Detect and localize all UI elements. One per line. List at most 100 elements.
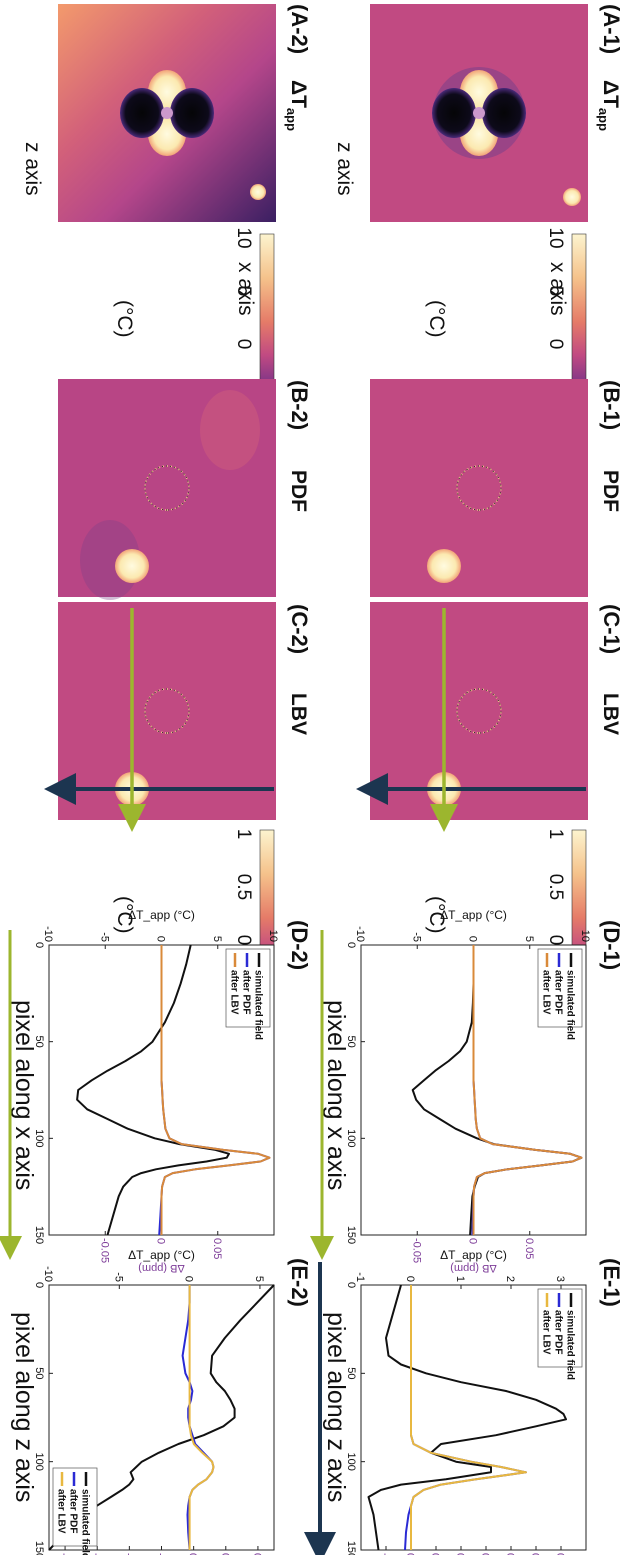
y2-tick-label: 0.02 xyxy=(504,1553,516,1555)
x-tick-label: 50 xyxy=(33,1036,45,1048)
z-axis-label-a2: z axis xyxy=(21,142,44,196)
lbv-title-c2: LBV xyxy=(287,693,310,735)
pixel-z-label-e2: pixel along z axis xyxy=(10,1312,38,1502)
series-line-simulated-field xyxy=(48,1284,275,1551)
series-line-after-LBV xyxy=(188,1285,215,1550)
image-c2 xyxy=(44,602,276,832)
y-axis-label: ΔT_app (°C) xyxy=(128,908,195,922)
panel-label-c1: (C-1) xyxy=(599,604,624,654)
x-axis-label-a2: x axis xyxy=(234,262,257,316)
legend-box xyxy=(537,1288,583,1368)
unit-label-c2: (°C) xyxy=(113,896,136,934)
colorbar-tick-label: 0.5 xyxy=(545,874,566,900)
y-tick-label: 1 xyxy=(454,1276,466,1282)
panel-label-e2: (E-2) xyxy=(287,1258,312,1307)
legend-entry: simulated field xyxy=(253,970,264,1040)
y2-tick-label: 0 xyxy=(404,1553,416,1555)
legend-entry: simulated field xyxy=(80,1489,91,1555)
y2-axis-label: ΔB (ppm) xyxy=(450,1262,496,1274)
y2-tick-label: -0.05 xyxy=(98,1238,110,1263)
colorbar-tick-label: 1 xyxy=(233,829,254,840)
y-tick-label: 5 xyxy=(523,936,535,942)
y-axis-label: ΔT_app (°C) xyxy=(128,1248,195,1262)
image-a2 xyxy=(58,4,276,222)
legend-entry: after LBV xyxy=(229,970,240,1015)
series-line-after-LBV xyxy=(472,945,583,1235)
legend-entry: after LBV xyxy=(541,1310,552,1355)
y-axis-label: ΔT_app (°C) xyxy=(440,1248,507,1262)
pixel-z-label-e1: pixel along z axis xyxy=(322,1312,350,1502)
colorbar-tick-label: 10 xyxy=(233,227,254,248)
y-tick-label: -1 xyxy=(354,1272,366,1282)
panel-label-a2: (A-2) xyxy=(287,4,312,54)
panel-label-c2: (C-2) xyxy=(287,604,312,654)
panel-label-b1: (B-1) xyxy=(599,380,624,430)
colorbar-tick-label: 5 xyxy=(233,286,254,297)
y-tick-label: -10 xyxy=(42,926,54,942)
y2-tick-label: 0 xyxy=(467,1238,479,1244)
y-tick-label: 0 xyxy=(467,936,479,942)
x-tick-label: 0 xyxy=(33,1282,45,1288)
colorbar-tick-label: 0.5 xyxy=(233,874,254,900)
legend-entry: after PDF xyxy=(68,1489,79,1533)
unit-label-a2: (°C) xyxy=(113,300,136,338)
x-tick-label: 100 xyxy=(33,1129,45,1147)
panel-label-d1: (D-1) xyxy=(599,920,624,970)
image-a1 xyxy=(370,4,588,222)
x-tick-label: 150 xyxy=(33,1226,45,1244)
x-tick-label: 50 xyxy=(33,1367,45,1379)
panel-label-d2: (D-2) xyxy=(287,920,312,970)
y-tick-label: -5 xyxy=(112,1272,124,1282)
y2-tick-label: 0.04 xyxy=(251,1553,263,1555)
chart-e1: 0501001503210-10.030.0250.020.0150.010.0… xyxy=(345,1248,587,1555)
legend-entry: after PDF xyxy=(553,1310,564,1354)
y-tick-label: 0 xyxy=(155,936,167,942)
z-axis-label-a1: z axis xyxy=(333,142,356,196)
legend-entry: simulated field xyxy=(565,1310,576,1380)
series-line-simulated-field xyxy=(367,1284,567,1551)
colorbar-tick-label: 5 xyxy=(545,286,566,297)
x-axis-label-a1: x axis xyxy=(546,262,569,316)
x-tick-label: 150 xyxy=(33,1541,45,1555)
x-tick-label: 0 xyxy=(345,942,357,948)
y-tick-label: 5 xyxy=(253,1276,265,1282)
y2-tick-label: -0.05 xyxy=(410,1238,422,1263)
lbv-title-c1: LBV xyxy=(599,693,622,735)
x-tick-label: 100 xyxy=(345,1129,357,1147)
pixel-x-label-d1: pixel along x axis xyxy=(322,1000,350,1190)
legend-entry: simulated field xyxy=(565,970,576,1040)
pdf-title-b1: PDF xyxy=(599,470,622,512)
series-line-simulated-field xyxy=(76,944,230,1236)
series-line-after-LBV xyxy=(410,1285,527,1550)
dt-title-a2: ΔTapp xyxy=(284,80,310,131)
colorbar-tick-label: 10 xyxy=(545,227,566,248)
y2-tick-label: 0.025 xyxy=(529,1553,541,1555)
image-b1 xyxy=(370,379,588,597)
legend-entry: after PDF xyxy=(553,970,564,1014)
y-tick-label: 10 xyxy=(267,930,279,942)
y-tick-label: -5 xyxy=(98,932,110,942)
y-tick-label: 10 xyxy=(579,930,591,942)
y-tick-label: -10 xyxy=(42,1266,54,1282)
y-tick-label: 2 xyxy=(504,1276,516,1282)
image-b2 xyxy=(58,379,276,600)
y2-tick-label: 0.015 xyxy=(479,1553,491,1555)
colorbar-tick-label: 0 xyxy=(233,339,254,350)
panel-label-a1: (A-1) xyxy=(599,4,624,54)
x-tick-label: 0 xyxy=(33,942,45,948)
x-tick-label: 150 xyxy=(345,1541,357,1555)
y-tick-label: -5 xyxy=(410,932,422,942)
y2-tick-label: -0.08 xyxy=(58,1553,70,1555)
y2-tick-label: 0.02 xyxy=(219,1553,231,1555)
legend-box xyxy=(52,1467,98,1547)
series-line-after-LBV xyxy=(160,945,271,1235)
y2-tick-label: -0.06 xyxy=(90,1553,102,1555)
x-tick-label: 150 xyxy=(345,1226,357,1244)
unit-label-c1: (°C) xyxy=(425,896,448,934)
y2-tick-label: 0.05 xyxy=(523,1238,535,1259)
unit-label-a1: (°C) xyxy=(425,300,448,338)
